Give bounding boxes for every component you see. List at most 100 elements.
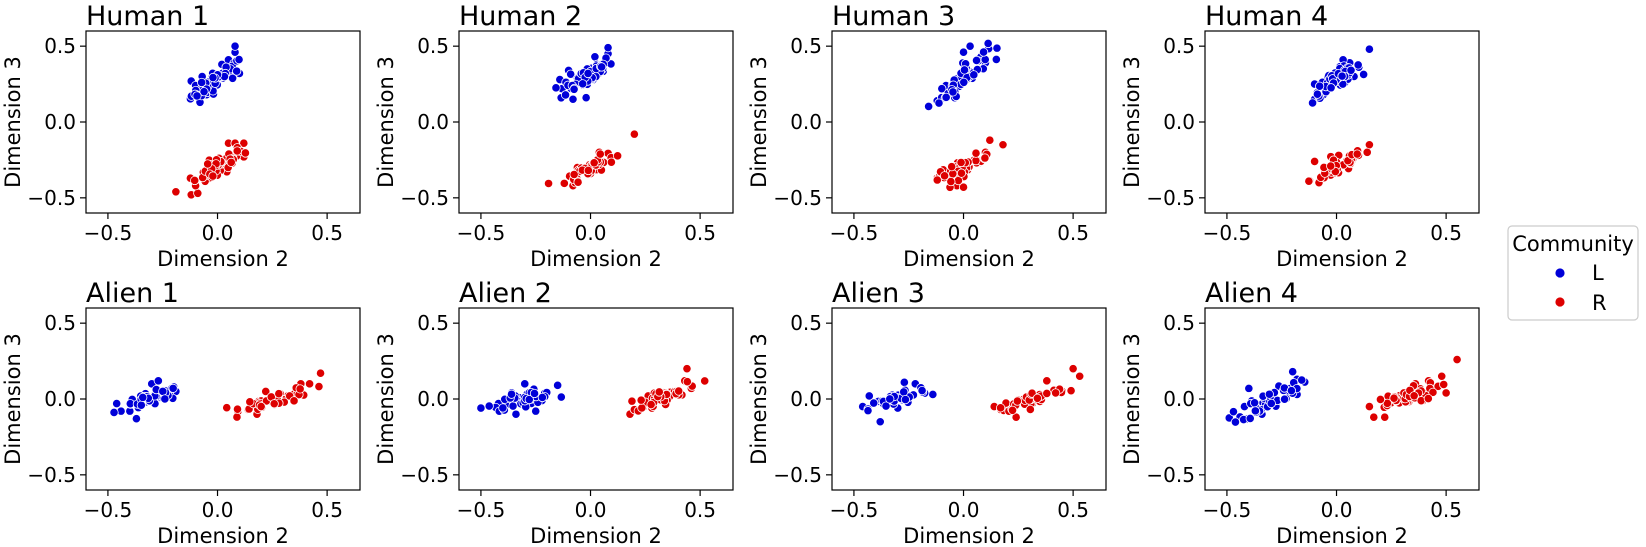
series-r [171, 138, 251, 200]
data-point-l [590, 52, 600, 62]
y-tick-label: 0.5 [790, 34, 822, 58]
data-point-l [937, 84, 947, 94]
data-point-l [160, 394, 170, 404]
data-point-r [573, 177, 583, 187]
y-tick-label: −0.5 [27, 186, 76, 210]
y-tick-label: −0.5 [773, 463, 822, 487]
subplot-grid: Human 1 −0.5 0.0 0.5 0.5 0.0 −0.5 Dimension 2 Di… [1, 1, 1480, 547]
data-point-l [153, 376, 163, 386]
data-point-r [1389, 393, 1399, 403]
data-point-l [864, 391, 874, 401]
subplot-title: Alien 4 [1205, 278, 1298, 309]
data-point-r [1441, 388, 1451, 398]
data-point-l [948, 87, 958, 97]
plot-frame [458, 307, 734, 491]
plot-frame [831, 307, 1107, 491]
y-tick-label: −0.5 [1146, 463, 1195, 487]
data-point-r [947, 162, 957, 172]
y-tick-label: 0.5 [1163, 34, 1195, 58]
data-point-l [899, 387, 909, 397]
data-point-l [556, 392, 566, 402]
y-tick-label: 0.0 [417, 110, 449, 134]
subplot-human-4: Human 4 −0.5 0.0 0.5 0.5 0.0 −0.5 Dimension 2 Di… [1120, 1, 1480, 271]
data-point-l [569, 84, 579, 94]
legend: Community L R [1507, 225, 1639, 321]
y-tick-label: 0.0 [790, 387, 822, 411]
subplot-alien-4: Alien 4 −0.5 0.0 0.5 0.5 0.0 −0.5 Dimension 2 Di… [1120, 278, 1480, 547]
data-point-r [232, 146, 242, 156]
x-tick-label: 0.5 [1057, 498, 1089, 522]
data-point-l [1266, 398, 1276, 409]
data-point-r [985, 135, 995, 145]
data-point-r [1409, 391, 1419, 401]
series-r [222, 368, 326, 422]
data-point-r [269, 399, 279, 409]
data-point-l [583, 68, 593, 79]
data-point-r [171, 187, 181, 197]
subplot-human-2: Human 2 −0.5 0.0 0.5 0.5 0.0 −0.5 Dimension 2 Di… [374, 1, 734, 271]
data-point-r [245, 397, 255, 407]
series-l [109, 376, 181, 424]
data-point-r [222, 403, 232, 413]
data-point-l [869, 398, 879, 408]
subplot-title: Alien 3 [832, 278, 925, 309]
data-point-l [197, 77, 207, 88]
data-point-r [1007, 405, 1018, 415]
data-point-l [537, 392, 547, 403]
data-point-l [991, 54, 1001, 65]
data-point-r [1042, 388, 1052, 398]
x-axis-label: Dimension 2 [1276, 247, 1408, 271]
data-point-r [239, 138, 249, 148]
legend-frame [1507, 225, 1639, 321]
subplot-title: Alien 2 [459, 278, 552, 309]
data-point-r [256, 401, 266, 412]
series-l [1307, 44, 1375, 108]
data-point-l [566, 69, 576, 79]
data-point-r [682, 364, 692, 374]
data-point-l [553, 380, 563, 390]
data-point-r [1439, 379, 1449, 390]
data-point-l [520, 379, 530, 389]
data-point-l [1249, 398, 1260, 408]
x-tick-label: 0.5 [1430, 498, 1462, 522]
x-axis-label: Dimension 2 [157, 247, 289, 271]
data-point-r [543, 178, 554, 189]
y-tick-label: 0.5 [417, 311, 449, 335]
x-tick-label: 0.0 [575, 221, 607, 245]
data-point-l [969, 70, 979, 80]
x-tick-label: 0.5 [1430, 221, 1462, 245]
data-point-r [1362, 147, 1372, 157]
data-point-r [193, 188, 203, 198]
data-point-r [627, 396, 637, 406]
data-point-l [924, 101, 934, 111]
x-tick-label: 0.0 [1321, 498, 1353, 522]
data-point-r [971, 148, 981, 158]
y-tick-label: 0.5 [790, 311, 822, 335]
x-tick-label: −0.5 [1203, 221, 1252, 245]
y-tick-label: 0.5 [1163, 311, 1195, 335]
data-point-l [900, 395, 911, 405]
data-point-r [304, 379, 315, 389]
data-point-r [1452, 354, 1462, 365]
plot-frame [1204, 30, 1480, 214]
data-point-l [934, 98, 944, 108]
series-l [476, 379, 566, 419]
plot-frame [831, 30, 1107, 214]
y-tick-label: 0.0 [417, 387, 449, 411]
series-l [551, 43, 616, 104]
data-point-l [597, 62, 607, 72]
data-point-l [232, 66, 242, 76]
data-point-l [531, 406, 541, 416]
data-point-r [274, 389, 284, 399]
data-point-l [917, 386, 927, 396]
data-point-r [295, 384, 305, 394]
data-point-r [1352, 149, 1362, 159]
data-point-l [1346, 65, 1356, 75]
data-point-r [1304, 176, 1314, 186]
plot-frame [85, 30, 361, 214]
subplot-title: Human 1 [86, 1, 209, 32]
x-tick-label: −0.5 [830, 221, 879, 245]
data-point-l [958, 47, 969, 57]
data-point-l [1230, 417, 1241, 427]
data-point-l [234, 54, 244, 65]
